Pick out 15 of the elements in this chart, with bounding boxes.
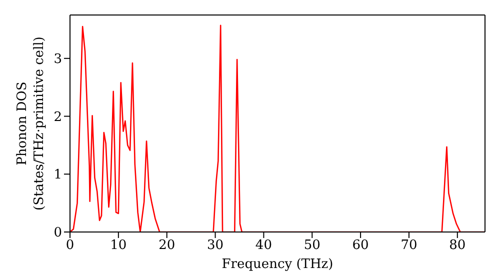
- x-tick-label: 80: [449, 238, 466, 254]
- y-tick-label: 3: [54, 52, 62, 68]
- x-tick-label: 0: [66, 238, 74, 254]
- x-tick-label: 70: [400, 238, 418, 254]
- x-tick-label: 20: [158, 238, 176, 254]
- x-axis-title: Frequency (THz): [222, 257, 334, 272]
- y-tick-label: 0: [54, 226, 62, 241]
- y-tick-label: 1: [54, 168, 62, 183]
- x-tick-label: 10: [110, 238, 127, 254]
- x-tick-label: 40: [255, 238, 272, 254]
- y-tick-label: 2: [54, 110, 62, 125]
- x-tick-label: 30: [207, 238, 224, 254]
- y-axis-title: Phonon DOS (States/THz·primitive cell): [15, 36, 47, 211]
- x-tick-label: 60: [352, 238, 369, 254]
- x-tick-label: 50: [304, 238, 320, 254]
